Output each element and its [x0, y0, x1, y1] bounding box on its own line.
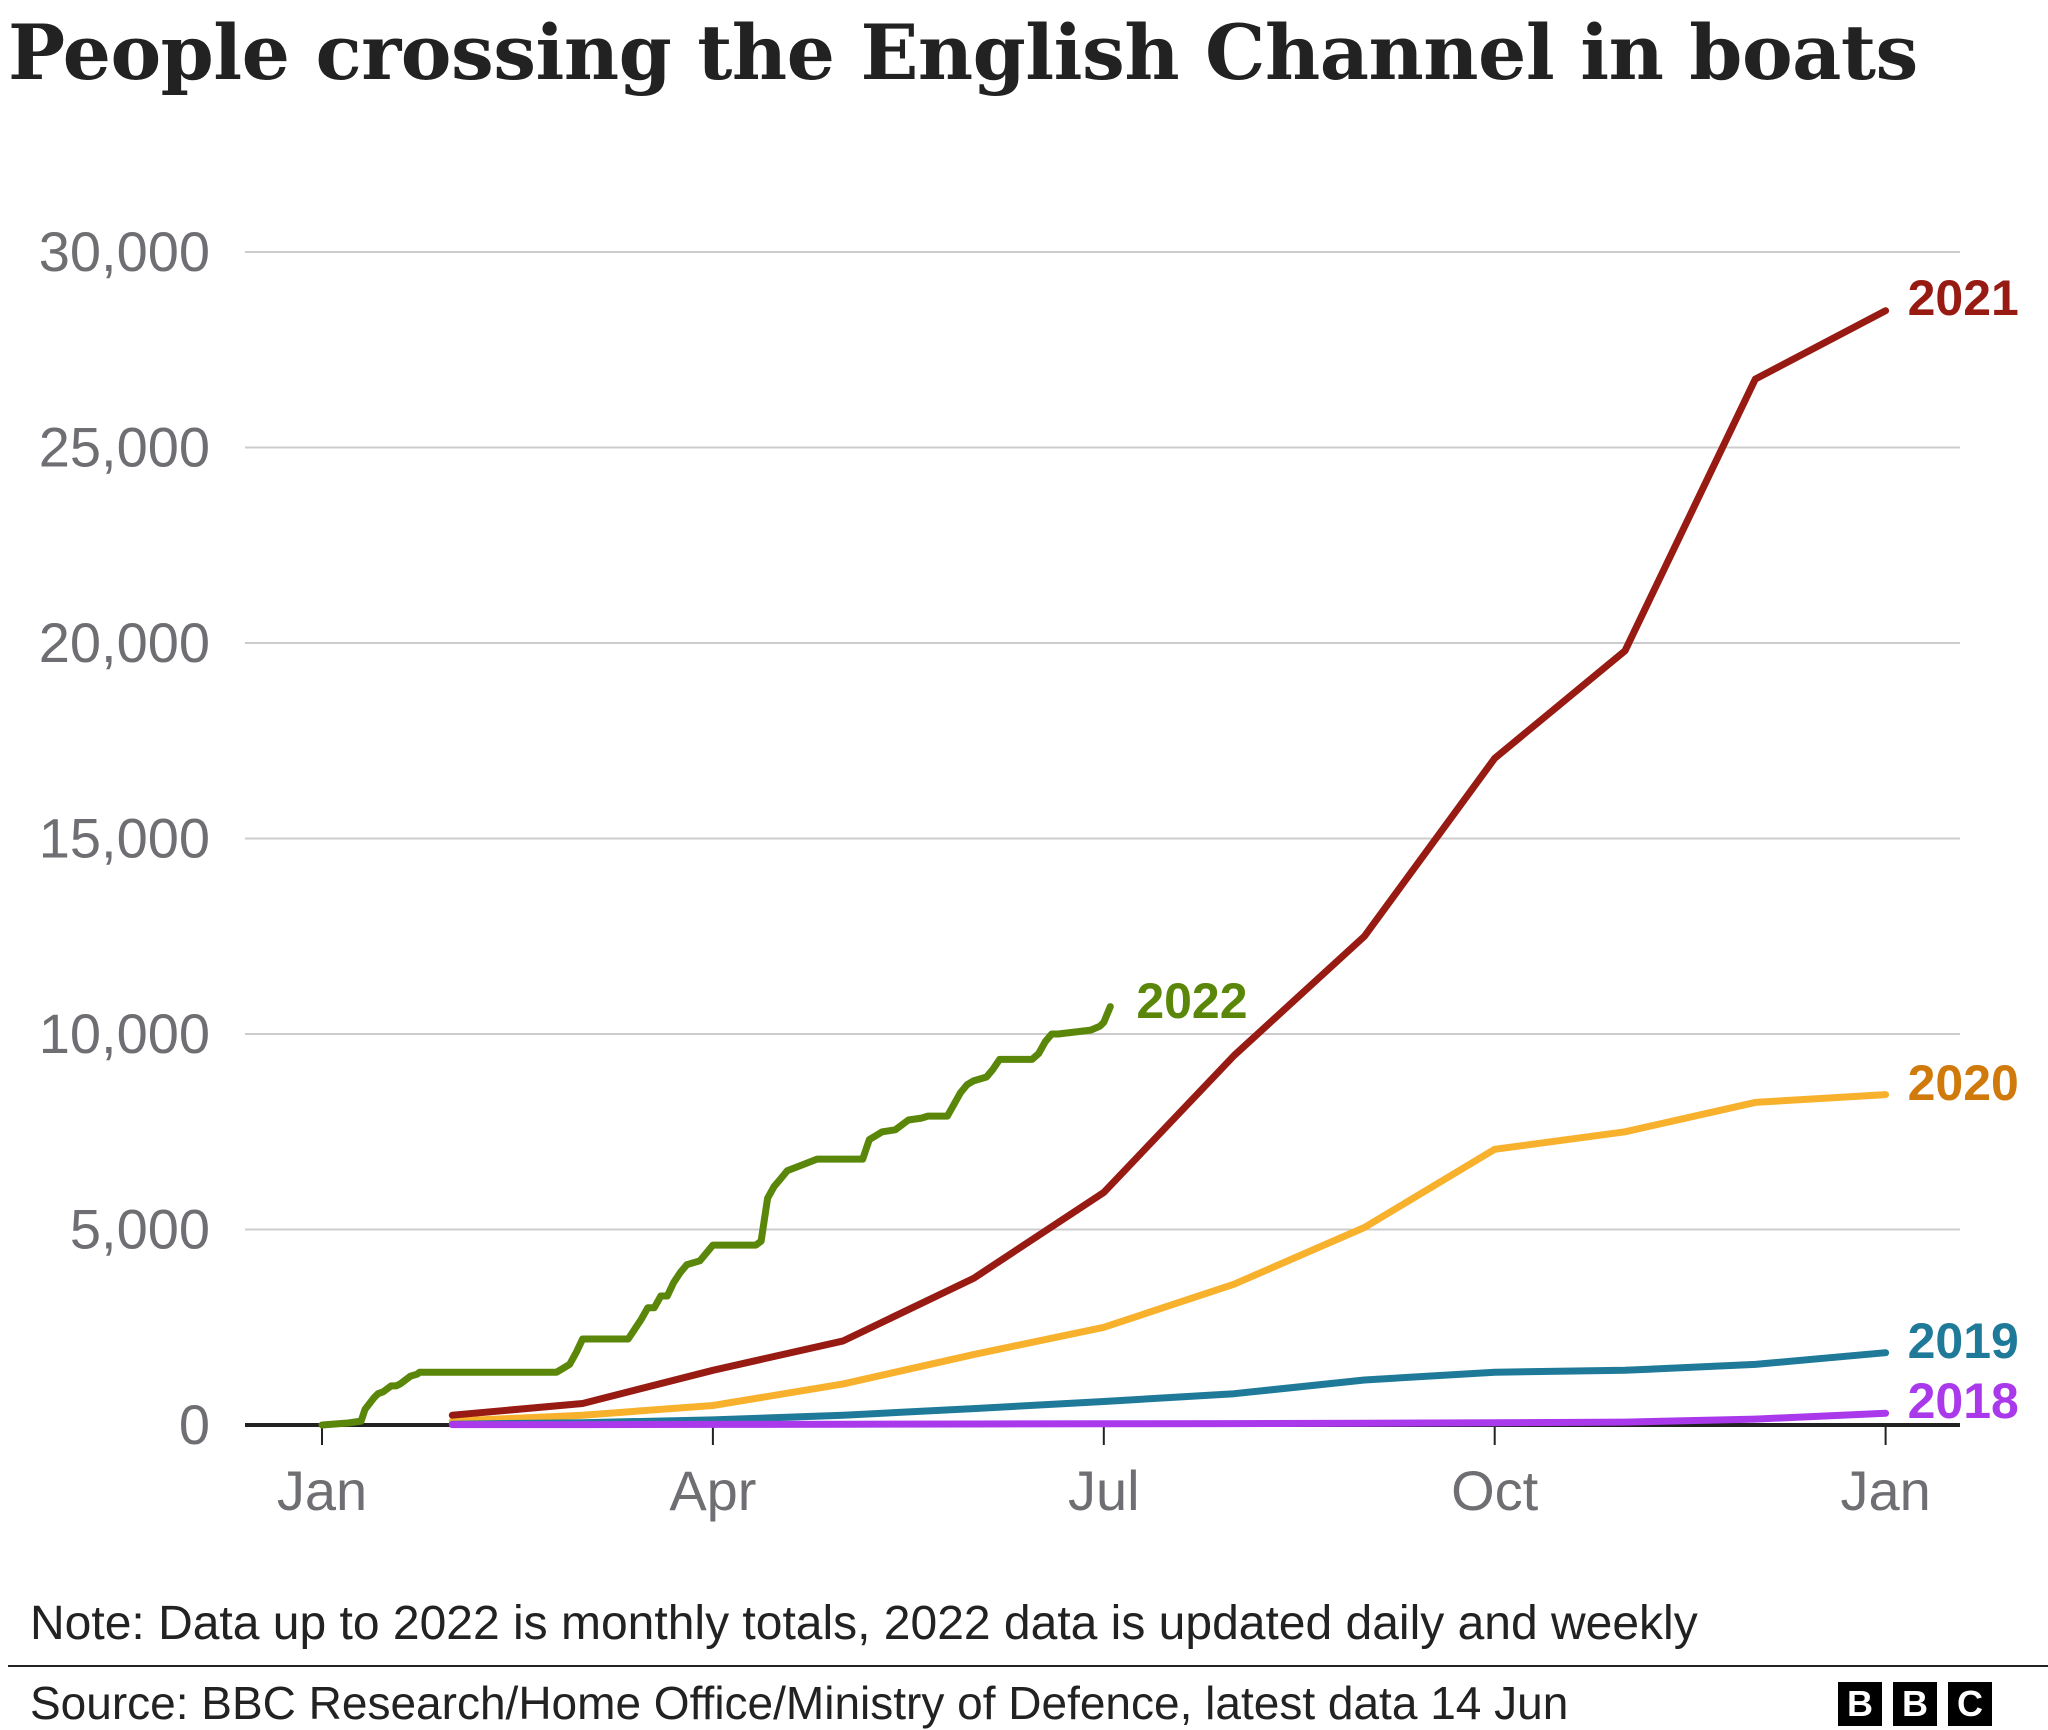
- series-label-2022: 2022: [1136, 973, 1247, 1029]
- x-tick-label: Jan: [277, 1459, 367, 1522]
- line-2020: [448, 1091, 1890, 1425]
- y-tick-label: 10,000: [39, 1002, 210, 1065]
- x-tick-label: Jan: [1840, 1459, 1930, 1522]
- x-axis-tick-labels: Jan Apr Jul Oct Jan: [277, 1459, 1931, 1522]
- y-tick-label: 25,000: [39, 416, 210, 479]
- series-lines: [318, 307, 1890, 1429]
- bbc-logo: B B C: [1838, 1682, 1992, 1726]
- series-label-2019: 2019: [1908, 1313, 2019, 1369]
- logo-block-2: B: [1893, 1682, 1937, 1726]
- y-tick-label: 15,000: [39, 807, 210, 870]
- line-2018: [448, 1409, 1890, 1429]
- y-axis-tick-labels: 0 5,000 10,000 15,000 20,000 25,000 30,000: [39, 220, 210, 1456]
- chart-source: Source: BBC Research/Home Office/Ministr…: [30, 1677, 1569, 1729]
- chart: 0 5,000 10,000 15,000 20,000 25,000 30,000 Jan…: [39, 220, 2019, 1522]
- y-tick-label: 30,000: [39, 220, 210, 283]
- x-tick-label: Apr: [669, 1459, 756, 1522]
- chart-note: Note: Data up to 2022 is monthly totals,…: [30, 1597, 1698, 1650]
- series-label-2020: 2020: [1908, 1055, 2019, 1111]
- logo-block-1: B: [1838, 1682, 1882, 1726]
- line-2022: [318, 1003, 1114, 1429]
- footer-divider: [8, 1665, 2048, 1667]
- y-tick-label: 0: [179, 1393, 210, 1456]
- x-tick-label: Oct: [1451, 1459, 1539, 1522]
- y-tick-label: 20,000: [39, 611, 210, 674]
- line-2019: [448, 1349, 1890, 1428]
- x-tick-label: Jul: [1068, 1459, 1140, 1522]
- series-label-2021: 2021: [1908, 270, 2019, 326]
- logo-block-3: C: [1948, 1682, 1992, 1726]
- gridlines: [245, 251, 1960, 1231]
- series-label-2018: 2018: [1908, 1373, 2019, 1429]
- y-tick-label: 5,000: [70, 1198, 210, 1261]
- line-2021: [448, 307, 1890, 1419]
- chart-title: People crossing the English Channel in b…: [8, 8, 1918, 97]
